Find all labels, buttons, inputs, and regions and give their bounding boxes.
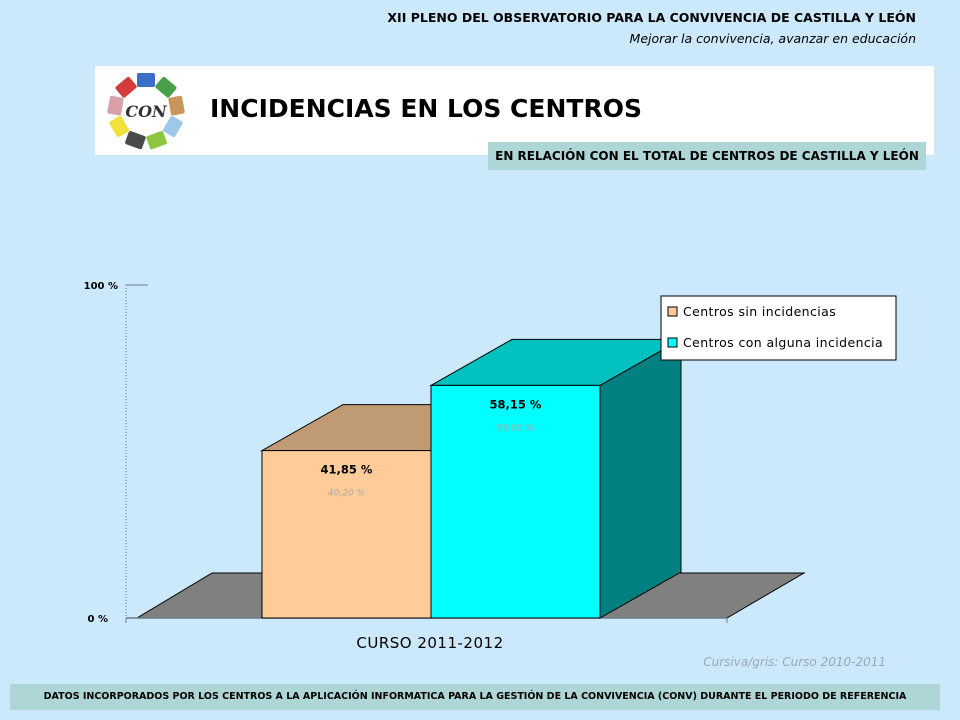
header-subtitle: Mejorar la convivencia, avanzar en educa… xyxy=(629,31,916,46)
x-category-label: CURSO 2011-2012 xyxy=(356,634,503,652)
legend-label-sin-incidencias: Centros sin incidencias xyxy=(683,304,836,319)
bar-con-incidencia xyxy=(430,384,601,619)
title-banner: CON INCIDENCIAS EN LOS CENTROS xyxy=(95,66,934,155)
legend-swatch-sin-incidencias xyxy=(667,306,678,317)
y-tick-label-0: 0 % xyxy=(88,614,108,625)
legend-label-con-incidencia: Centros con alguna incidencia xyxy=(683,335,883,350)
data-label-con-incidencia: 58,15 % xyxy=(490,397,542,411)
bar-side-con-incidencia xyxy=(599,338,682,619)
footer-note: DATOS INCORPORADOS POR LOS CENTROS A LA … xyxy=(10,684,940,710)
y-tick-label-100: 100 % xyxy=(84,281,118,292)
data-label-sin-incidencias: 41,85 % xyxy=(321,463,373,477)
relation-label: EN RELACIÓN CON EL TOTAL DE CENTROS DE C… xyxy=(488,142,926,170)
page-title: INCIDENCIAS EN LOS CENTROS xyxy=(210,94,642,123)
footnote: Cursiva/gris: Curso 2010-2011 xyxy=(703,655,886,669)
previous-label-sin-incidencias: 40,20 % xyxy=(328,489,365,499)
legend-box xyxy=(660,295,897,361)
bar-sin-incidencias xyxy=(261,450,432,619)
logo-text: CON xyxy=(125,102,168,121)
header-title: XII PLENO DEL OBSERVATORIO PARA LA CONVI… xyxy=(387,10,916,25)
convivencia-logo-icon: CON xyxy=(107,73,185,150)
legend-swatch-con-incidencia xyxy=(667,337,678,348)
previous-label-con-incidencia: 59,80 % xyxy=(497,423,534,433)
